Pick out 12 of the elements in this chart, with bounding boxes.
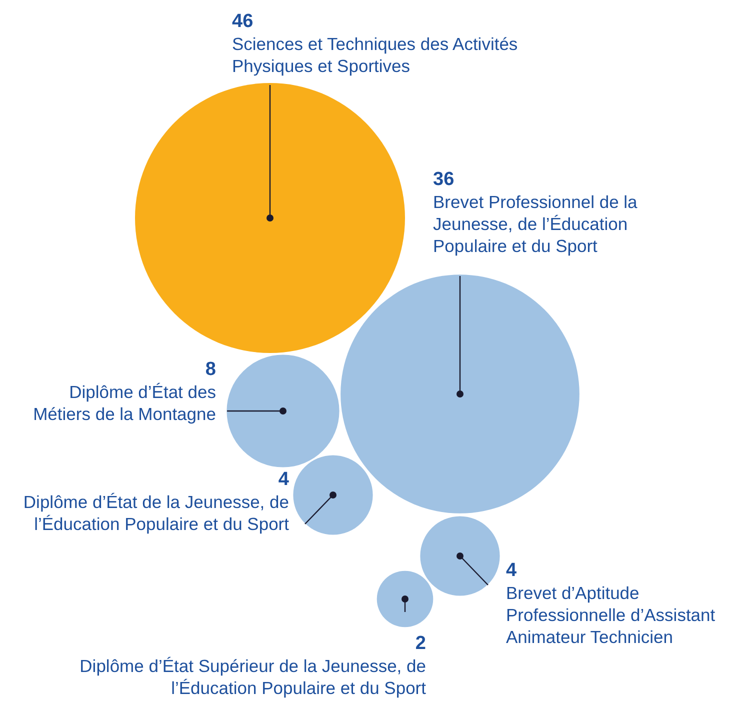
category-label: Diplôme d’État Supérieur de la Jeunesse, de l’Éducation Populaire et du Sport — [78, 655, 426, 699]
data-label: 36 — [433, 169, 456, 191]
data-label: 4 — [506, 560, 518, 582]
category-label: Brevet d’Aptitude Professionnelle d’Assistant Animateur Technicien — [506, 582, 716, 648]
category-label: Sciences et Techniques des Activités Physiques et Sportives — [232, 33, 519, 77]
category-label: Diplôme d’État des Métiers de la Montagne — [32, 381, 216, 425]
data-label: 4 — [277, 469, 289, 491]
data-label: 8 — [204, 359, 216, 381]
data-label: 2 — [414, 633, 426, 655]
category-label: Diplôme d’État de la Jeunesse, de l’Éducation Populaire et du Sport — [22, 491, 289, 535]
category-label: Brevet Professionnel de la Jeunesse, de l’Éducation Populaire et du Sport — [433, 191, 638, 257]
data-label: 46 — [232, 11, 254, 33]
